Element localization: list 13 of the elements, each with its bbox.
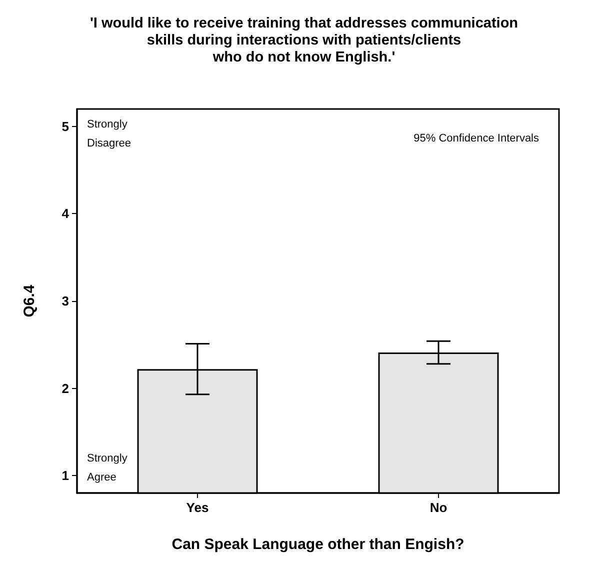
x-tick-label: Yes (186, 500, 209, 515)
annotation: Strongly Agree (87, 452, 128, 484)
y-tick-label: 5 (62, 118, 69, 134)
x-tick-label: No (430, 500, 448, 515)
y-axis-title: Q6.4 (21, 284, 38, 318)
y-tick-label: 3 (62, 294, 69, 308)
y-tick-label: 4 (62, 206, 70, 222)
y-tick-label: 1 (62, 468, 69, 484)
y-tick-label: 2 (62, 380, 69, 396)
annotation: 95% Confidence Intervals (414, 132, 540, 144)
chart-title: 'I would like to receive training that addresses communication skills during interactions with patients/clients who do not know English.' (90, 16, 518, 66)
x-axis-title: Can Speak Language other than Engish? (172, 536, 464, 553)
annotation: Strongly Disagree (87, 118, 132, 150)
